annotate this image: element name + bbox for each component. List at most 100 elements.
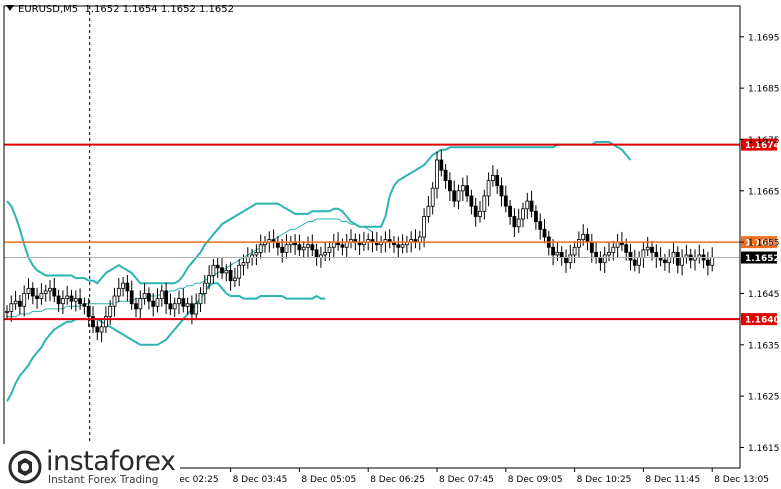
candle-body (275, 241, 280, 248)
candle-body (564, 257, 568, 264)
candle-body (675, 251, 680, 266)
x-tick-label: 8 Dec 06:25 (370, 475, 425, 485)
candle-body (146, 293, 151, 302)
candle-body (568, 254, 573, 264)
level-label-resistance: 1.1674 (745, 141, 780, 151)
candle-body (43, 290, 48, 294)
candle-body (529, 200, 534, 212)
candles (5, 149, 715, 343)
x-tick-label: 8 Dec 03:45 (233, 475, 288, 485)
candle-body (632, 259, 637, 266)
candle-body (624, 244, 629, 253)
candle-body (284, 244, 289, 253)
candle-body (5, 311, 9, 313)
candle-body (65, 295, 70, 299)
candle-body (215, 264, 220, 269)
candle-body (172, 303, 177, 310)
symbol-label: EURUSD,M5 (18, 4, 79, 15)
candle-body (116, 287, 121, 297)
candle-body (499, 185, 504, 197)
candle-body (417, 236, 422, 243)
instaforex-logo-icon (8, 450, 42, 484)
level-label-price-bg (741, 236, 777, 249)
candle-body (104, 316, 108, 328)
candle-body (396, 244, 401, 248)
candle-body (607, 251, 611, 256)
y-tick-label: 1.1685 (748, 85, 780, 95)
y-tick-label: 1.1655 (748, 239, 780, 249)
candle-body (241, 262, 246, 266)
candle-body (155, 298, 160, 307)
candle-body (331, 241, 336, 248)
candle-body (516, 218, 521, 228)
candle-body (572, 246, 577, 256)
candle-body (207, 275, 212, 284)
candle-body (95, 326, 100, 333)
candle-body (594, 251, 598, 258)
candle-body (142, 293, 147, 300)
candle-body (314, 249, 319, 258)
candle-body (469, 195, 474, 207)
candle-body (82, 303, 87, 307)
candle-body (327, 246, 332, 253)
candle-body (663, 259, 667, 264)
x-tick-label: 8 Dec 07:45 (439, 475, 494, 485)
watermark-tagline: Instant Forex Trading (48, 474, 159, 486)
candle-body (439, 159, 444, 171)
candle-body (301, 246, 306, 251)
candle-body (443, 169, 448, 181)
candle-body (585, 234, 590, 243)
candle-body (460, 185, 465, 192)
candle-body (164, 290, 169, 305)
candle-body (306, 244, 310, 248)
chart-header: EURUSD,M5 1.1652 1.1654 1.1652 1.1652 (6, 4, 234, 15)
candle-body (125, 282, 130, 292)
candle-body (13, 300, 18, 305)
candle-body (35, 295, 39, 299)
candle-body (198, 293, 203, 305)
candle-body (551, 246, 555, 256)
y-tick-label: 1.1675 (748, 136, 780, 146)
candle-body (710, 257, 715, 266)
candle-body (61, 298, 65, 305)
candle-body (228, 269, 233, 282)
candle-body (589, 241, 594, 253)
series-line-1 (7, 218, 373, 318)
level-label-price: 1.1655 (745, 239, 780, 249)
candle-body (581, 234, 586, 240)
candle-body (26, 287, 31, 294)
y-tick-label: 1.1615 (748, 444, 780, 454)
chart-menu-arrow-icon[interactable] (6, 5, 14, 11)
candle-body (602, 254, 607, 264)
y-tick-label: 1.1645 (748, 290, 780, 300)
level-label-support-bg (741, 313, 777, 326)
series-line-2 (6, 282, 326, 402)
candle-body (211, 264, 216, 276)
candle-body (245, 257, 250, 264)
candle-body (310, 244, 315, 251)
candle-body (159, 290, 164, 299)
x-tick-label: 8 Dec 09:05 (508, 475, 563, 485)
candle-body (680, 257, 684, 266)
candle-body (452, 190, 457, 202)
series-line-0 (6, 141, 632, 285)
candle-body (490, 174, 495, 181)
candle-body (22, 293, 27, 307)
watermark: instaforex Instant Forex Trading (2, 444, 180, 488)
candle-body (521, 208, 525, 220)
y-tick-label: 1.1635 (748, 341, 780, 351)
candle-body (52, 287, 57, 297)
candle-body (512, 216, 517, 228)
bid-label-bg (741, 251, 777, 264)
candle-body (641, 249, 646, 258)
candle-body (503, 195, 508, 207)
candle-body (202, 282, 207, 294)
candle-body (559, 251, 564, 258)
y-tick-label: 1.1665 (748, 187, 780, 197)
axes: 1.16151.16251.16351.16451.16551.16651.16… (3, 5, 780, 485)
y-tick-label: 1.1695 (748, 33, 780, 43)
candle-body (30, 287, 35, 297)
candle-body (534, 210, 538, 222)
candle-body (73, 298, 78, 302)
